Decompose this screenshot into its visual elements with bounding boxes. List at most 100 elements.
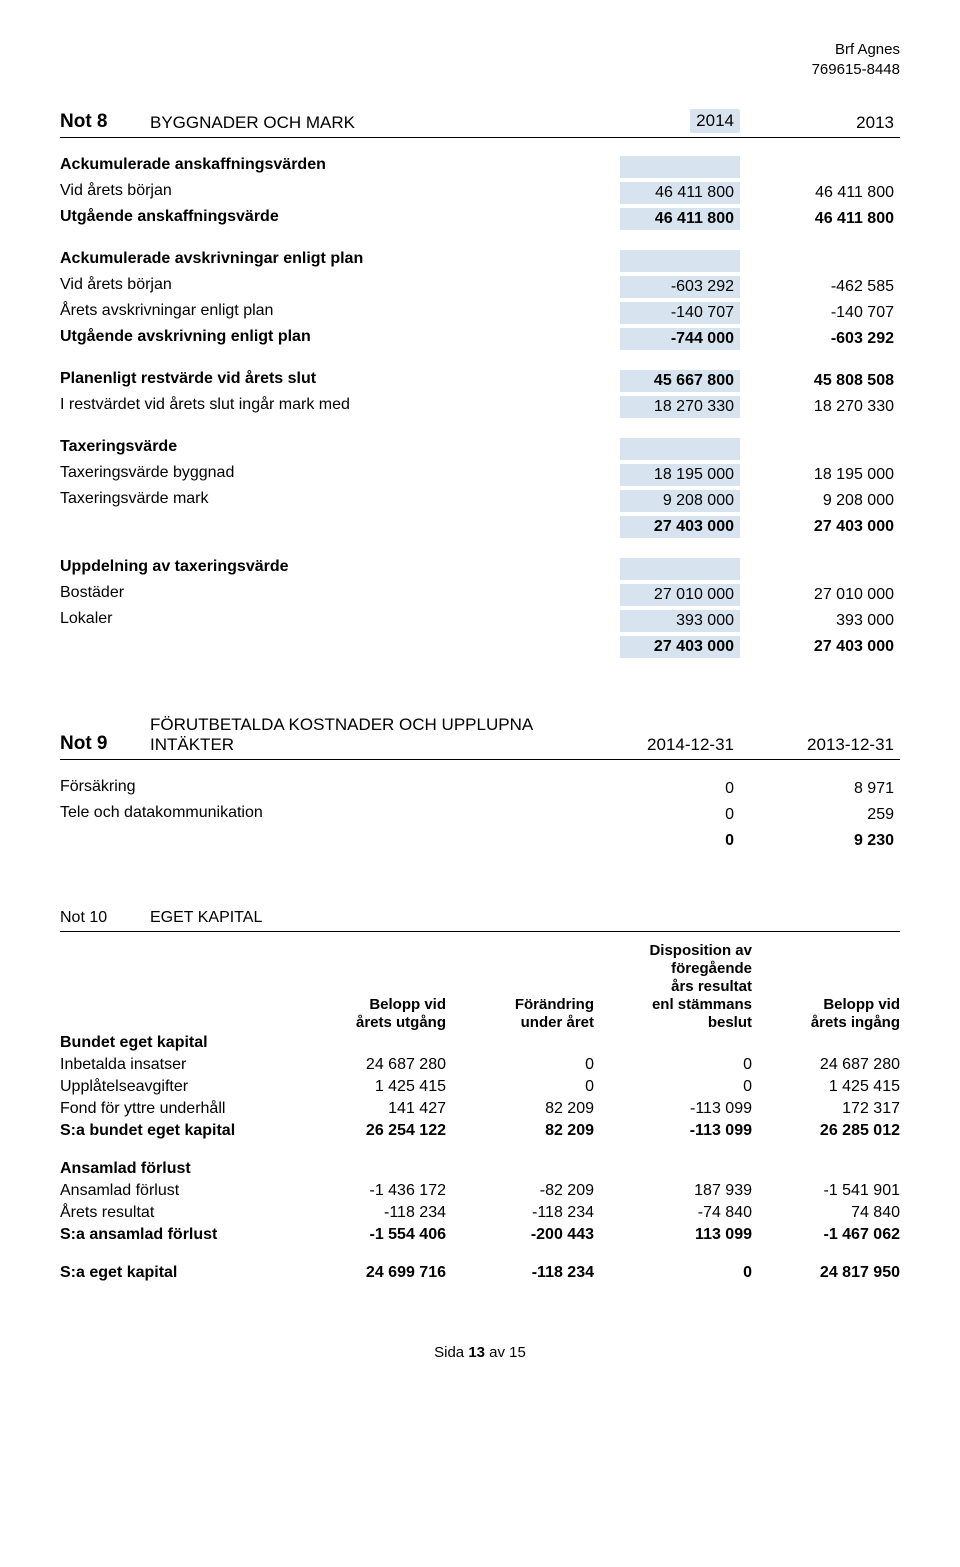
restvarde-row: Planenligt restvärde vid årets slut 45 6… (60, 368, 900, 394)
row-label: Ansamlad förlust (60, 1182, 298, 1200)
row-label: Vid årets början (60, 276, 580, 298)
page-header: Brf Agnes 769615-8448 (60, 40, 900, 79)
cell-value: -1 436 172 (306, 1182, 446, 1200)
cell-value: 46 411 800 (620, 182, 740, 204)
section-heading: Ackumulerade anskaffningsvärden (60, 154, 900, 180)
cell-value: -118 234 (454, 1204, 594, 1222)
row-label: Vid årets början (60, 182, 580, 204)
table-row: Inbetalda insatser24 687 2800024 687 280 (60, 1054, 900, 1076)
row-label: Lokaler (60, 610, 580, 632)
total-row: S:a eget kapital 24 699 716 -118 234 0 2… (60, 1262, 900, 1284)
table-row: Fond för yttre underhåll 141 427 82 209 -11… (60, 1098, 900, 1120)
note-9: Not 9 FÖRUTBETALDA KOSTNADER OCH UPPLUPN… (60, 715, 900, 854)
page-number: 13 (468, 1344, 485, 1361)
note-9-year-a: 2014-12-31 (580, 735, 740, 755)
col-header: Förändring under året (454, 996, 594, 1032)
note-8-title: BYGGNADER OCH MARK (150, 113, 580, 133)
sum-row: 27 403 000 27 403 000 (60, 634, 900, 660)
sum-row: 0 9 230 (60, 828, 900, 854)
row-label: Upplåtelseavgifter (60, 1078, 298, 1096)
row-label: Årets resultat (60, 1204, 298, 1222)
note-9-label: Not 9 (60, 733, 150, 755)
col-header: Disposition av föregående års resultat e… (602, 942, 752, 1032)
sum-row: S:a bundet eget kapital 26 254 122 82 20… (60, 1120, 900, 1142)
cell-value: 141 427 (306, 1100, 446, 1118)
col-header: Belopp vid årets utgång (306, 996, 446, 1032)
row-label: Fond för yttre underhåll (60, 1100, 298, 1118)
note-8-header: Not 8 BYGGNADER OCH MARK 2014 2013 (60, 109, 900, 138)
cell-value: 1 425 415 (760, 1078, 900, 1096)
sum-row: 27 403 000 27 403 000 (60, 514, 900, 540)
cell-value: 9 208 000 (620, 490, 740, 512)
cell-value: -74 840 (602, 1204, 752, 1222)
cell-value: 24 687 280 (306, 1056, 446, 1074)
footer-text-a: Sida (434, 1344, 468, 1361)
section-heading: Bundet eget kapital (60, 1032, 900, 1054)
cell-value: 24 687 280 (760, 1056, 900, 1074)
sum-row: S:a ansamlad förlust -1 554 406 -200 443… (60, 1224, 900, 1246)
section-heading: Ackumulerade avskrivningar enligt plan (60, 248, 900, 274)
table-row: Taxeringsvärde mark 9 208 0009 208 000 (60, 488, 900, 514)
section-heading: Ansamlad förlust (60, 1158, 900, 1180)
cell-value: 0 (602, 1056, 752, 1074)
table-row: Taxeringsvärde byggnad18 195 00018 195 0… (60, 462, 900, 488)
cell-value: 187 939 (602, 1182, 752, 1200)
table-row: Försäkring08 971 (60, 776, 900, 802)
org-number: 769615-8448 (60, 60, 900, 80)
table-row: Bostäder 27 010 00027 010 000 (60, 582, 900, 608)
sum-row: Utgående avskrivning enligt plan -744 00… (60, 326, 900, 352)
note-10-label: Not 10 (60, 909, 150, 927)
cell-value: 172 317 (760, 1100, 900, 1118)
cell-value: 0 (580, 778, 740, 800)
cell-value: 0 (580, 804, 740, 826)
table-row: Vid årets början -603 292-462 585 (60, 274, 900, 300)
table-row: Ansamlad förlust -1 436 172 -82 209 187 939… (60, 1180, 900, 1202)
cell-value: 46 411 800 (740, 182, 900, 204)
note-8-year-a: 2014 (580, 109, 740, 133)
note-8-label: Not 8 (60, 111, 150, 133)
page: Brf Agnes 769615-8448 Not 8 BYGGNADER OC… (0, 0, 960, 1401)
cell-value: 82 209 (454, 1100, 594, 1118)
note-8-year-b: 2013 (740, 113, 900, 133)
row-label: Taxeringsvärde mark (60, 490, 580, 512)
cell-value: -1 541 901 (760, 1182, 900, 1200)
cell-value: 0 (602, 1078, 752, 1096)
sum-row: Utgående anskaffningsvärde 46 411 800 46… (60, 206, 900, 232)
table-row: Årets resultat-118 234-118 234-74 84074 … (60, 1202, 900, 1224)
note-9-header: Not 9 FÖRUTBETALDA KOSTNADER OCH UPPLUPN… (60, 715, 900, 760)
cell-value: 18 195 000 (740, 464, 900, 486)
row-label: Tele och datakommunikation (60, 804, 580, 826)
table-row: Vid årets början 46 411 80046 411 800 (60, 180, 900, 206)
row-label: Inbetalda insatser (60, 1056, 298, 1074)
section-heading: Uppdelning av taxeringsvärde (60, 556, 900, 582)
company-name: Brf Agnes (60, 40, 900, 60)
note-10-header: Not 10 EGET KAPITAL (60, 909, 900, 932)
cell-value: 9 208 000 (740, 490, 900, 512)
cell-value: 0 (454, 1078, 594, 1096)
note-8: Not 8 BYGGNADER OCH MARK 2014 2013 Ackum… (60, 109, 900, 660)
note-10: Not 10 EGET KAPITAL Belopp vid årets utg… (60, 909, 900, 1284)
row-label: Årets avskrivningar enligt plan (60, 302, 580, 324)
table-row: Årets avskrivningar enligt plan-140 707-… (60, 300, 900, 326)
cell-value: 393 000 (740, 610, 900, 632)
cell-value: -603 292 (620, 276, 740, 298)
note-9-title: FÖRUTBETALDA KOSTNADER OCH UPPLUPNA INTÄ… (150, 715, 580, 755)
cell-value: -118 234 (306, 1204, 446, 1222)
cell-value: 27 010 000 (620, 584, 740, 606)
cell-value: 27 010 000 (740, 584, 900, 606)
cell-value: 1 425 415 (306, 1078, 446, 1096)
cell-value: 8 971 (740, 778, 900, 800)
footer-text-b: av 15 (485, 1344, 526, 1361)
page-footer: Sida 13 av 15 (60, 1344, 900, 1361)
cell-value: -462 585 (740, 276, 900, 298)
section-heading: Taxeringsvärde (60, 436, 900, 462)
cell-value: 259 (740, 804, 900, 826)
table-row: Tele och datakommunikation0259 (60, 802, 900, 828)
row-label: Taxeringsvärde byggnad (60, 464, 580, 486)
row-label: Bostäder (60, 584, 580, 606)
cell-value: -82 209 (454, 1182, 594, 1200)
cell-value: 393 000 (620, 610, 740, 632)
cell-value: -113 099 (602, 1100, 752, 1118)
cell-value: -140 707 (620, 302, 740, 324)
table-row: Upplåtelseavgifter 1 425 415 00 1 425 415 (60, 1076, 900, 1098)
